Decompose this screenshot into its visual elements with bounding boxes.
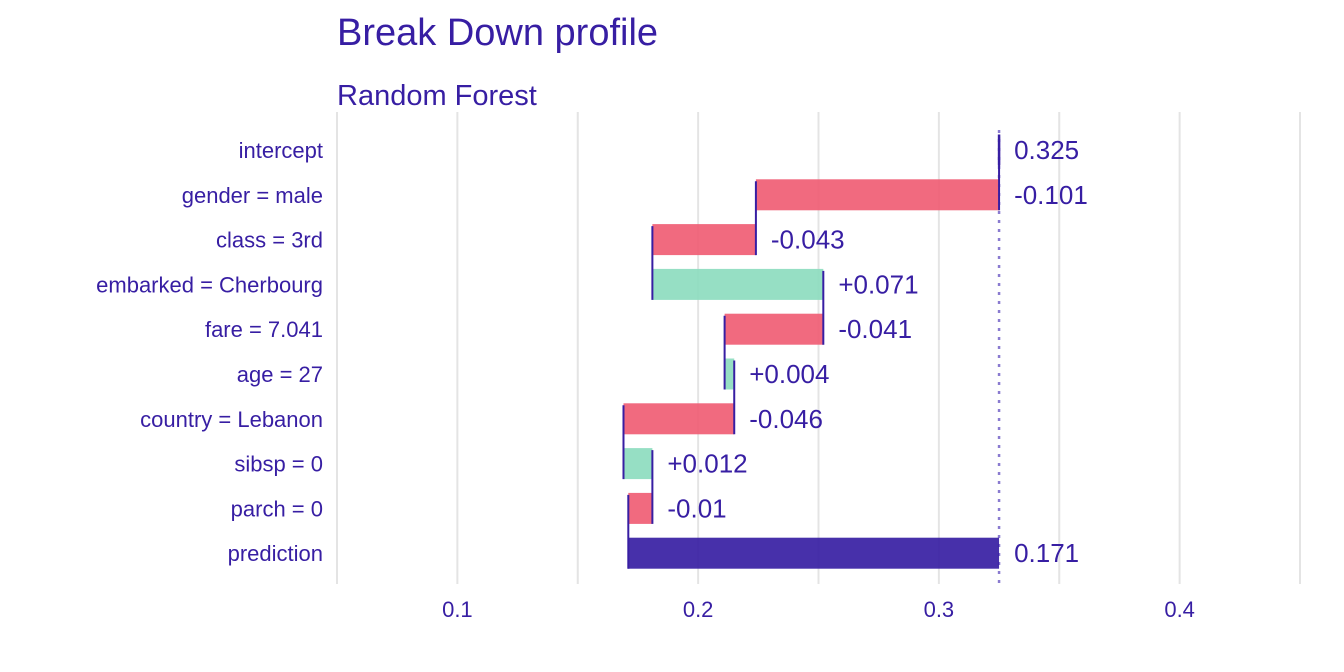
category-label: gender = male	[182, 183, 323, 208]
category-label: prediction	[228, 541, 323, 566]
value-label: -0.043	[771, 225, 845, 255]
bar	[755, 179, 1000, 211]
bars-layer	[622, 130, 1001, 588]
value-label: +0.071	[838, 269, 918, 299]
category-label: fare = 7.041	[205, 317, 323, 342]
category-label: class = 3rd	[216, 228, 323, 253]
category-label: intercept	[239, 138, 323, 163]
x-tick-label: 0.1	[442, 597, 473, 622]
chart-subtitle: Random Forest	[337, 80, 537, 112]
bar	[652, 224, 756, 256]
category-label: sibsp = 0	[234, 452, 323, 477]
value-label: +0.004	[749, 359, 829, 389]
category-label: embarked = Cherbourg	[96, 272, 323, 297]
value-label: -0.01	[667, 493, 726, 523]
value-label: 0.325	[1014, 135, 1079, 165]
x-tick-label: 0.4	[1164, 597, 1195, 622]
bar	[724, 358, 735, 390]
category-label: parch = 0	[231, 496, 323, 521]
x-tick-label: 0.3	[924, 597, 955, 622]
bar	[628, 492, 653, 524]
value-label: -0.101	[1014, 180, 1088, 210]
chart-title: Break Down profile	[337, 12, 659, 54]
x-tick-label: 0.2	[683, 597, 714, 622]
bar	[724, 313, 824, 345]
bar	[623, 403, 735, 435]
category-label: age = 27	[237, 362, 323, 387]
category-label: country = Lebanon	[140, 407, 323, 432]
value-label: 0.171	[1014, 538, 1079, 568]
value-label: +0.012	[667, 449, 747, 479]
bar	[628, 537, 1000, 569]
bar	[652, 268, 824, 300]
value-label: -0.046	[749, 404, 823, 434]
value-label: -0.041	[838, 314, 912, 344]
bar	[623, 448, 653, 480]
labels-layer: 0.1 0.2 0.3 0.4 intercept 0.325 gender = male -…	[96, 135, 1195, 622]
